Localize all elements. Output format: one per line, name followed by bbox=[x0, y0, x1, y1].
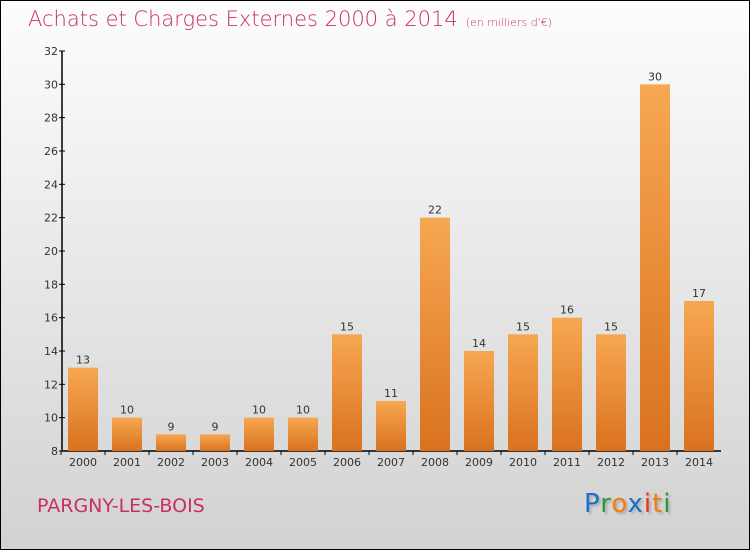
data-label: 15 bbox=[604, 320, 618, 333]
bar bbox=[596, 334, 626, 451]
x-tick-label: 2000 bbox=[69, 456, 97, 469]
y-tick-label: 12 bbox=[44, 378, 58, 391]
y-tick-label: 30 bbox=[44, 78, 58, 91]
data-label: 11 bbox=[384, 387, 398, 400]
bar bbox=[244, 417, 274, 451]
logo-letter: r bbox=[600, 489, 612, 519]
y-tick-label: 22 bbox=[44, 212, 58, 225]
x-tick-label: 2002 bbox=[157, 456, 185, 469]
bar bbox=[288, 417, 318, 451]
bar bbox=[420, 217, 450, 451]
y-tick-label: 10 bbox=[44, 412, 58, 425]
x-tick-label: 2007 bbox=[377, 456, 405, 469]
data-label: 9 bbox=[212, 420, 219, 433]
x-tick-label: 2008 bbox=[421, 456, 449, 469]
chart-title: Achats et Charges Externes 2000 à 2014 (e… bbox=[28, 7, 552, 31]
data-label: 15 bbox=[516, 320, 530, 333]
logo-letter: P bbox=[584, 489, 601, 519]
logo-letter: i bbox=[663, 489, 672, 519]
bar bbox=[508, 334, 538, 451]
bar bbox=[68, 367, 98, 451]
bar bbox=[200, 434, 230, 451]
y-tick-label: 26 bbox=[44, 145, 58, 158]
data-label: 13 bbox=[76, 354, 90, 367]
bar bbox=[552, 317, 582, 451]
y-tick-label: 20 bbox=[44, 245, 58, 258]
data-label: 22 bbox=[428, 204, 442, 217]
x-tick-label: 2011 bbox=[553, 456, 581, 469]
x-tick-label: 2003 bbox=[201, 456, 229, 469]
data-label: 14 bbox=[472, 337, 486, 350]
data-label: 15 bbox=[340, 320, 354, 333]
commune-name: PARGNY-LES-BOIS bbox=[37, 495, 205, 517]
logo-letter: i bbox=[643, 489, 653, 519]
data-label: 9 bbox=[168, 420, 175, 433]
data-label: 17 bbox=[692, 287, 706, 300]
x-tick-label: 2010 bbox=[509, 456, 537, 469]
bar bbox=[464, 351, 494, 451]
data-label: 30 bbox=[648, 70, 662, 83]
x-tick-label: 2013 bbox=[641, 456, 669, 469]
y-tick-label: 32 bbox=[44, 45, 58, 58]
logo-letter: o bbox=[611, 489, 628, 519]
data-label: 10 bbox=[296, 404, 310, 417]
data-label: 10 bbox=[120, 404, 134, 417]
y-tick-label: 28 bbox=[44, 112, 58, 125]
x-tick-label: 2012 bbox=[597, 456, 625, 469]
y-tick-label: 14 bbox=[44, 345, 58, 358]
proxiti-logo: Proxiti bbox=[584, 489, 672, 519]
y-tick-label: 18 bbox=[44, 278, 58, 291]
data-label: 10 bbox=[252, 404, 266, 417]
x-tick-label: 2004 bbox=[245, 456, 273, 469]
bar bbox=[156, 434, 186, 451]
logo-letter: t bbox=[652, 489, 664, 519]
y-tick-label: 8 bbox=[51, 445, 58, 458]
chart-subtitle: (en milliers d'€) bbox=[465, 16, 552, 29]
bar bbox=[112, 417, 142, 451]
y-tick-label: 24 bbox=[44, 178, 58, 191]
bar bbox=[332, 334, 362, 451]
data-label: 16 bbox=[560, 304, 574, 317]
title-text: Achats et Charges Externes 2000 à 2014 bbox=[28, 7, 458, 31]
x-tick-label: 2005 bbox=[289, 456, 317, 469]
x-tick-label: 2009 bbox=[465, 456, 493, 469]
bar bbox=[376, 401, 406, 451]
x-tick-label: 2014 bbox=[685, 456, 713, 469]
bar bbox=[684, 301, 714, 451]
bar bbox=[640, 84, 670, 451]
logo-letter: x bbox=[627, 489, 644, 519]
x-tick-label: 2006 bbox=[333, 456, 361, 469]
x-tick-label: 2001 bbox=[113, 456, 141, 469]
y-tick-label: 16 bbox=[44, 312, 58, 325]
